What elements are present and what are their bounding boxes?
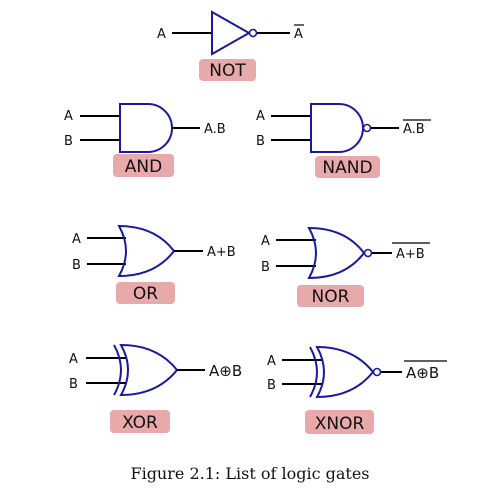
nand-gate-symbol [310,103,364,153]
xor-input-b: B [69,377,78,392]
nor-input-b: B [261,260,270,275]
not-tag-label: NOT [209,61,246,81]
xnor-input-b: B [267,378,276,393]
xnor-gate-group: A B A⊕B XNOR [267,345,447,434]
not-output-bubble [248,28,258,38]
xnor-input-arc [309,346,318,398]
xnor-output-label: A⊕B [406,364,439,382]
nand-tag-label: NAND [322,158,372,178]
xor-gate-group: A B A⊕B XOR [69,343,242,433]
and-tag-label: AND [125,157,162,177]
xnor-input-a: A [267,354,276,369]
xnor-output-bubble [372,367,382,377]
xor-input-a: A [69,352,78,367]
nor-input-a: A [261,234,270,249]
xor-gate-symbol [119,343,179,397]
nor-tag-bg [297,285,364,307]
not-gate-symbol [211,10,252,56]
xor-output-label: A⊕B [209,362,242,380]
nor-gate-symbol [307,226,366,280]
and-input-a: A [64,109,73,124]
xor-tag-bg [110,410,170,433]
xor-input-arc [113,344,122,396]
nor-tag-label: NOR [312,287,350,307]
nor-gate-group: A B A+B NOR [261,226,430,307]
or-gate-symbol [117,224,176,278]
and-input-b: B [64,134,73,149]
xnor-tag-label: XNOR [315,414,365,434]
nand-input-a: A [256,109,265,124]
nand-gate-group: A B A.B NAND [256,103,431,178]
and-tag-bg [113,154,174,177]
xnor-tag-bg [305,410,374,434]
or-input-a: A [72,232,81,247]
and-gate-symbol [119,103,173,153]
and-output-label: A.B [204,122,226,137]
or-output-label: A+B [207,245,236,260]
not-input-a: A [157,27,166,42]
or-gate-group: A B A+B OR [72,224,236,304]
xor-tag-label: XOR [122,413,158,433]
xnor-gate-symbol [315,345,375,399]
or-tag-label: OR [133,284,158,304]
nand-output-bubble [362,123,372,133]
not-gate-group: A A NOT [157,10,304,81]
nand-input-b: B [256,134,265,149]
and-gate-group: A B A.B AND [64,103,226,177]
or-input-b: B [72,258,81,273]
or-tag-bg [116,282,175,304]
nor-output-bubble [363,248,373,258]
not-output-label: A [294,27,303,42]
nand-tag-bg [315,156,380,178]
nor-output-label: A+B [396,247,425,262]
not-tag-bg [199,59,256,81]
figure-caption: Figure 2.1: List of logic gates [130,464,370,483]
nand-output-label: A.B [403,122,425,137]
